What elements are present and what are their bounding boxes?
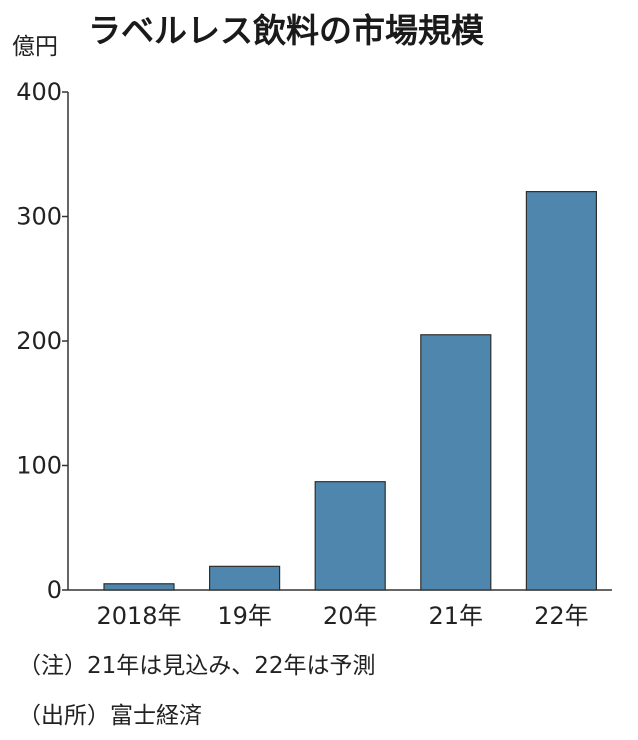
bar [314, 481, 386, 591]
x-tick-label: 22年 [534, 602, 589, 630]
y-tick-label: 100 [16, 452, 62, 480]
footnote-source: （出所）富士経済 [18, 703, 202, 729]
bar [209, 565, 281, 591]
x-tick-label: 2018年 [96, 602, 181, 630]
y-unit-label: 億円 [12, 34, 58, 60]
x-tick-labels: 2018年 19年 20年 21年 22年 [96, 602, 588, 630]
x-tick-label: 20年 [323, 602, 378, 630]
x-tick-label: 21年 [429, 602, 484, 630]
x-tick-label: 19年 [217, 602, 272, 630]
y-tick-label: 0 [47, 576, 62, 604]
bar [103, 583, 175, 591]
chart-title: ラベルレス飲料の市場規模 [88, 11, 485, 50]
footnote-note: （注）21年は見込み、22年は予測 [18, 653, 376, 679]
y-tick-label: 200 [16, 327, 62, 355]
y-tick-label: 400 [16, 78, 62, 106]
bar [525, 191, 598, 591]
y-tick-label: 300 [16, 203, 62, 231]
y-tick-labels: 0 100 200 300 400 [16, 78, 68, 604]
bar [420, 334, 492, 591]
bars [103, 191, 598, 591]
